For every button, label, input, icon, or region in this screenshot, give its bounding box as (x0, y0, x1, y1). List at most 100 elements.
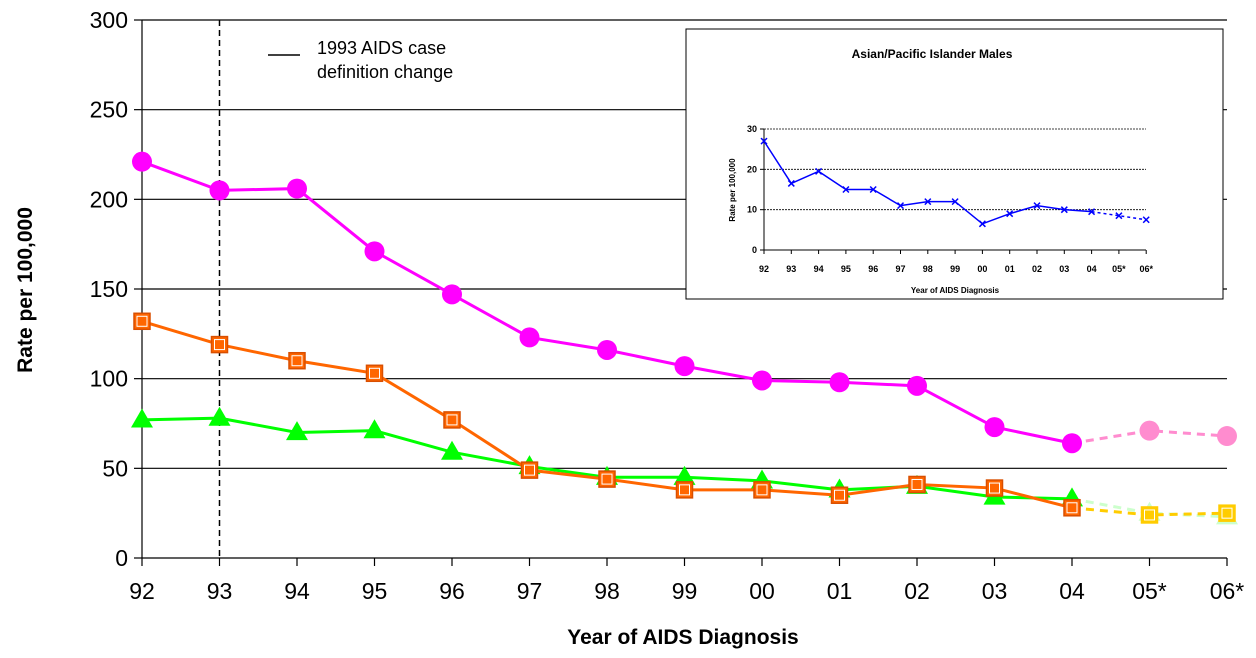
inset-x-axis-title: Year of AIDS Diagnosis (911, 286, 1000, 295)
main-series-projected-line (1071, 429, 1228, 445)
main-point-inner (1066, 502, 1078, 514)
inset-point (869, 185, 877, 194)
main-x-tick-label: 06* (1210, 578, 1245, 604)
inset-point (1060, 206, 1068, 214)
main-series-projected-line (1071, 497, 1228, 519)
main-point (752, 370, 772, 391)
main-x-tick-label: 96 (439, 578, 465, 604)
main-point (210, 335, 229, 354)
inset-x-tick-label: 04 (1087, 264, 1097, 274)
inset-point (760, 137, 768, 145)
main-point (985, 479, 1004, 497)
main-point-inner (1221, 507, 1233, 519)
main-point-inner (369, 367, 380, 379)
main-point (675, 481, 694, 499)
main-point (131, 408, 153, 428)
main-point (208, 406, 231, 426)
main-point-inner (136, 315, 148, 327)
inset-point (1142, 216, 1150, 224)
inset-y-tick-labels: 0 10 20 30 (747, 124, 757, 255)
main-x-tick-label: 03 (982, 578, 1008, 604)
inset-x-tick-label: 94 (814, 264, 824, 274)
inset-point (1088, 208, 1096, 216)
main-x-tick-label: 97 (517, 578, 543, 604)
inset-y-axis-title: Rate per 100,000 (728, 158, 737, 222)
main-point (1063, 499, 1081, 517)
main-point-inner (446, 414, 458, 426)
inset-x-tick-label: 03 (1059, 264, 1069, 274)
inset-x-tick-label: 01 (1005, 264, 1015, 274)
main-point (907, 375, 927, 396)
main-point (441, 440, 463, 460)
inset-gridlines (764, 128, 1146, 211)
main-gridlines (142, 19, 1227, 469)
inset-axes (760, 128, 1147, 254)
main-point (209, 180, 230, 201)
inset-x-tick-label: 98 (923, 264, 933, 274)
main-x-tick-labels: 92 93 94 95 96 97 98 99 00 01 02 03 04 05* 06* (129, 578, 1244, 604)
inset-box (685, 28, 1224, 300)
main-x-tick-label: 93 (207, 578, 233, 604)
main-series-square (133, 312, 1236, 524)
inset-series (760, 137, 1150, 228)
main-point (908, 475, 926, 494)
main-point (443, 411, 461, 429)
main-x-tick-label: 98 (594, 578, 620, 604)
inset-y-tick-label: 0 (752, 245, 757, 255)
main-y-tick-label: 150 (90, 276, 128, 302)
main-point-inner (679, 484, 690, 496)
main-point (1218, 504, 1236, 522)
main-point (673, 465, 696, 485)
inset-x-tick-label: 05* (1112, 264, 1126, 274)
inset-x-tick-label: 96 (868, 264, 878, 274)
main-point-inner (214, 339, 225, 351)
main-point-inner (756, 484, 768, 496)
inset-x-tick-label: 92 (759, 264, 769, 274)
inset-point (815, 167, 823, 175)
main-point (1217, 426, 1237, 447)
inset-point (787, 179, 795, 187)
main-x-tick-label: 94 (284, 578, 310, 604)
inset-y-tick-label: 10 (747, 205, 757, 215)
main-point (133, 312, 151, 331)
main-x-tick-label: 99 (672, 578, 698, 604)
inset-x-tick-label: 93 (786, 264, 796, 274)
inset-x-tick-label: 02 (1032, 264, 1042, 274)
inset-x-tick-labels: 92 93 94 95 96 97 98 99 00 01 02 03 04 05* 06* (759, 264, 1153, 274)
main-x-tick-label: 92 (129, 578, 155, 604)
main-point-inner (601, 473, 613, 485)
main-point (286, 421, 308, 441)
inset-x-tick-label: 97 (895, 264, 905, 274)
main-point-inner (989, 482, 1000, 494)
main-point-inner (1144, 509, 1155, 521)
main-y-tick-label: 250 (90, 97, 128, 123)
main-x-tick-label: 02 (904, 578, 930, 604)
inset-y-tick-label: 20 (747, 164, 757, 174)
inset-point (951, 198, 959, 206)
main-point (288, 351, 306, 370)
x-axis-title: Year of AIDS Diagnosis (567, 626, 798, 649)
main-point (674, 356, 695, 377)
inset-point (842, 185, 850, 194)
inset-title: Asian/Pacific Islander Males (852, 47, 1013, 61)
inset-x-tick-label: 99 (950, 264, 960, 274)
main-y-tick-label: 100 (90, 366, 128, 392)
main-point (365, 364, 384, 383)
main-series-circle (132, 151, 1237, 454)
main-y-tick-labels: 0 50 100 150 200 250 300 (90, 7, 128, 571)
main-point-inner (524, 464, 535, 476)
inset-x-tick-label: 06* (1139, 264, 1153, 274)
main-series (131, 151, 1238, 525)
main-point (1062, 433, 1082, 454)
inset-point (1006, 210, 1014, 218)
main-point (598, 470, 616, 488)
main-point (287, 178, 307, 199)
main-axes (134, 19, 1228, 566)
main-point (364, 241, 385, 262)
main-point (1140, 506, 1159, 524)
inset-point (978, 220, 986, 228)
main-y-tick-label: 300 (90, 7, 128, 33)
inset-x-tick-label: 95 (841, 264, 851, 274)
inset-x-tick-label: 00 (977, 264, 987, 274)
